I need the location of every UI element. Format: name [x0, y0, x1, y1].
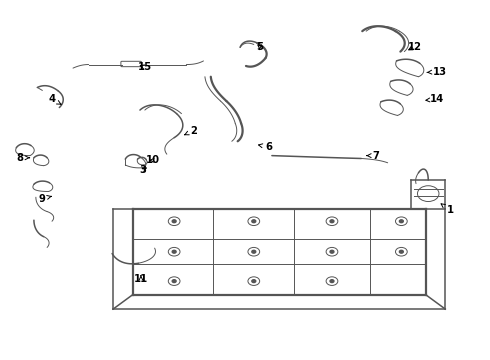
Circle shape: [399, 220, 403, 223]
Text: 2: 2: [185, 126, 197, 135]
Text: 14: 14: [426, 94, 444, 104]
Circle shape: [172, 250, 176, 253]
Text: 8: 8: [17, 153, 29, 163]
Text: 11: 11: [134, 274, 148, 284]
Text: 15: 15: [138, 62, 152, 72]
Text: 1: 1: [441, 204, 454, 216]
Circle shape: [330, 220, 334, 223]
Text: 6: 6: [259, 142, 272, 152]
Circle shape: [330, 280, 334, 283]
Text: 7: 7: [367, 150, 379, 161]
Text: 5: 5: [256, 42, 263, 51]
Text: 4: 4: [49, 94, 61, 104]
Circle shape: [172, 220, 176, 223]
Circle shape: [252, 250, 256, 253]
Circle shape: [330, 250, 334, 253]
Text: 10: 10: [146, 155, 160, 165]
Text: 13: 13: [427, 67, 446, 77]
Text: 9: 9: [39, 194, 51, 204]
Circle shape: [399, 250, 403, 253]
Circle shape: [252, 220, 256, 223]
Circle shape: [172, 280, 176, 283]
Text: 3: 3: [139, 165, 147, 175]
Text: 12: 12: [408, 42, 422, 51]
Circle shape: [252, 280, 256, 283]
